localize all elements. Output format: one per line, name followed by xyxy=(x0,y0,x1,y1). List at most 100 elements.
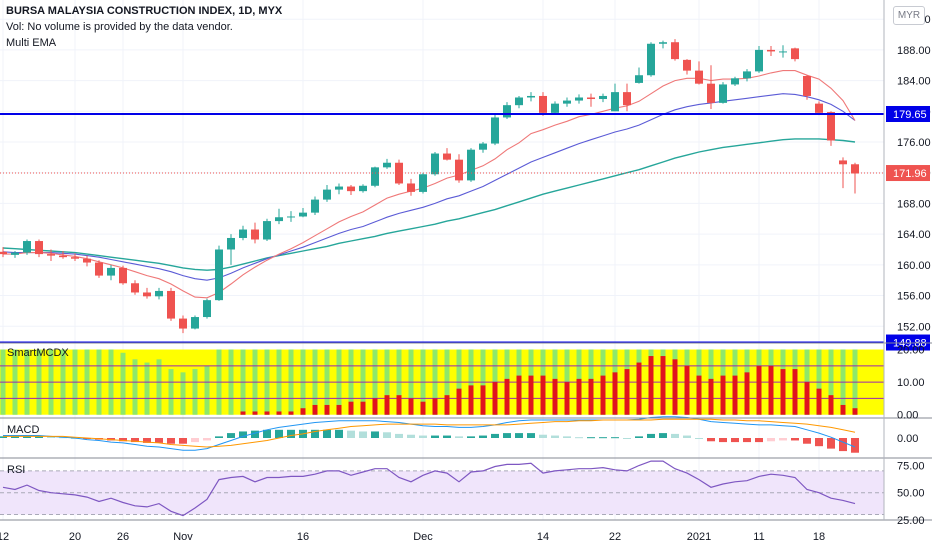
macd-histogram-bar xyxy=(167,438,175,444)
hline-price-label: 179.65 xyxy=(893,109,927,121)
smartmcdx-red-bar xyxy=(552,378,558,415)
candle-body xyxy=(719,84,727,103)
smartmcdx-red-bar xyxy=(360,401,366,415)
macd-histogram-bar xyxy=(479,435,487,438)
candle-body xyxy=(827,112,835,141)
candle-body xyxy=(851,164,859,174)
macd-histogram-bar xyxy=(815,438,823,447)
macd-histogram-bar xyxy=(719,438,727,443)
smartmcdx-green-bar xyxy=(156,359,162,415)
rsi-pane[interactable] xyxy=(0,460,884,517)
price-pane[interactable] xyxy=(0,39,884,344)
price-tick-label: 168.00 xyxy=(897,198,931,210)
smartmcdx-red-bar xyxy=(576,378,582,415)
indicator-label[interactable]: Multi EMA xyxy=(6,37,57,49)
candle-body xyxy=(647,43,655,76)
candle-body xyxy=(587,97,595,100)
macd-histogram-bar xyxy=(683,435,691,438)
macd-histogram-bar xyxy=(383,432,391,438)
candle-body xyxy=(347,186,355,192)
smartmcdx-red-bar xyxy=(636,362,642,415)
candle-body xyxy=(107,267,115,276)
smartmcdx-tick-label: 20.00 xyxy=(897,345,925,357)
smartmcdx-red-bar xyxy=(684,365,690,415)
hline-price-label: 149.88 xyxy=(893,338,927,350)
candle-body xyxy=(251,229,259,240)
smartmcdx-red-bar xyxy=(276,411,282,415)
candle-body xyxy=(635,75,643,83)
candle-body xyxy=(287,216,295,218)
candle-body xyxy=(23,241,31,253)
macd-line xyxy=(3,416,856,451)
candle-body xyxy=(767,49,775,52)
macd-histogram-bar xyxy=(251,430,259,438)
macd-histogram-bar xyxy=(455,436,463,438)
smartmcdx-red-bar xyxy=(672,359,678,415)
candle-body xyxy=(335,186,343,190)
macd-histogram-bar xyxy=(287,429,295,438)
smartmcdx-red-bar xyxy=(816,388,822,415)
macd-histogram-bar xyxy=(803,438,811,444)
macd-histogram-bar xyxy=(599,437,607,439)
smartmcdx-red-bar xyxy=(744,372,750,415)
candle-body xyxy=(83,258,91,263)
price-tick-label: 152.00 xyxy=(897,321,931,333)
macd-pane[interactable] xyxy=(0,416,859,453)
smartmcdx-red-bar xyxy=(648,356,654,415)
price-tick-label: 160.00 xyxy=(897,260,931,272)
macd-histogram-bar xyxy=(503,433,511,438)
candle-body xyxy=(803,75,811,96)
candle-body xyxy=(575,97,583,101)
macd-histogram-bar xyxy=(779,438,787,441)
candle-body xyxy=(815,103,823,113)
smartmcdx-red-bar xyxy=(540,375,546,415)
currency-label: MYR xyxy=(897,10,921,21)
time-tick-label: 14 xyxy=(537,531,549,543)
macd-histogram-bar xyxy=(371,431,379,438)
candle-body xyxy=(623,92,631,106)
macd-histogram-bar xyxy=(119,438,127,442)
macd-label[interactable]: MACD xyxy=(7,424,40,436)
candle-body xyxy=(0,251,7,255)
rsi-label[interactable]: RSI xyxy=(7,464,26,476)
smartmcdx-red-bar xyxy=(624,369,630,415)
macd-histogram-bar xyxy=(791,438,799,441)
candle-body xyxy=(479,143,487,150)
smartmcdx-pane[interactable] xyxy=(0,349,884,415)
macd-histogram-bar xyxy=(431,435,439,438)
candle-body xyxy=(419,174,427,192)
candle-body xyxy=(203,300,211,318)
smartmcdx-red-bar xyxy=(660,356,666,415)
time-tick-label: 20 xyxy=(69,531,81,543)
smartmcdx-red-bar xyxy=(804,382,810,415)
candle-body xyxy=(791,48,799,60)
macd-histogram-bar xyxy=(203,438,211,441)
macd-histogram-bar xyxy=(347,430,355,438)
smartmcdx-red-bar xyxy=(504,378,510,415)
price-tick-label: 184.00 xyxy=(897,76,931,88)
smartmcdx-red-bar xyxy=(600,375,606,415)
candle-body xyxy=(731,78,739,85)
macd-histogram-bar xyxy=(0,436,7,438)
time-tick-label: 12 xyxy=(0,531,9,543)
candle-body xyxy=(371,167,379,186)
macd-histogram-bar xyxy=(443,435,451,438)
macd-histogram-bar xyxy=(695,438,703,439)
candle-body xyxy=(839,160,847,165)
smartmcdx-red-bar xyxy=(444,395,450,415)
candle-body xyxy=(467,149,475,181)
smartmcdx-red-bar xyxy=(372,398,378,415)
candle-body xyxy=(683,59,691,71)
macd-histogram-bar xyxy=(539,434,547,438)
smartmcdx-label[interactable]: SmartMCDX xyxy=(7,347,69,359)
macd-histogram-bar xyxy=(323,429,331,438)
candle-body xyxy=(95,262,103,276)
macd-histogram-bar xyxy=(611,437,619,439)
macd-histogram-bar xyxy=(671,433,679,438)
time-tick-label: 18 xyxy=(813,531,825,543)
macd-histogram-bar xyxy=(851,438,859,453)
candle-body xyxy=(35,241,43,255)
currency-button[interactable]: MYR xyxy=(893,6,925,25)
